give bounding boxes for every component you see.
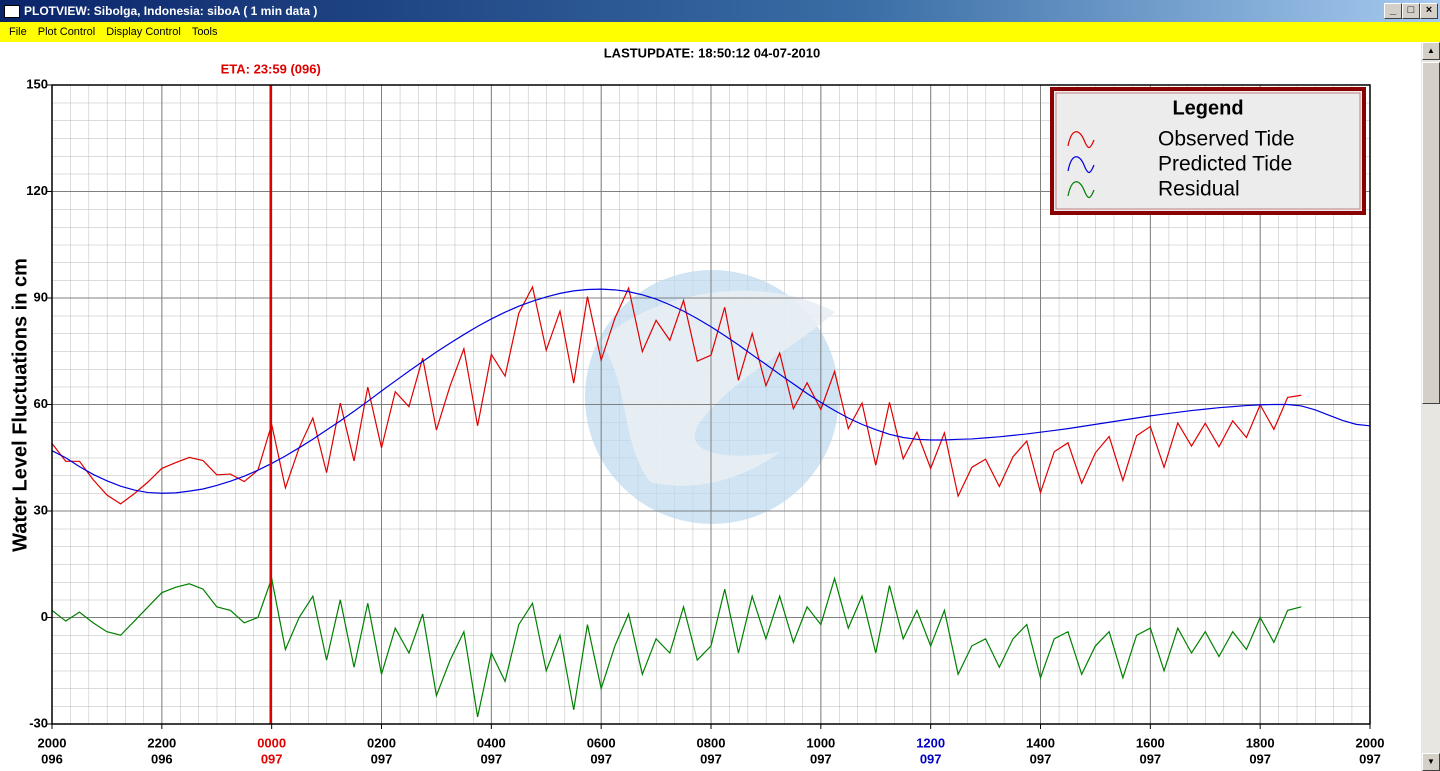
x-tick-label: 0400 bbox=[477, 735, 506, 750]
x-tick-sublabel: 097 bbox=[371, 751, 393, 766]
legend-swatch bbox=[1067, 131, 1095, 149]
menu-item[interactable]: File bbox=[9, 26, 27, 38]
x-tick-sublabel: 097 bbox=[1249, 751, 1271, 766]
maximize-button[interactable]: □ bbox=[1402, 3, 1420, 19]
scrollbar[interactable]: ▲ ▼ bbox=[1421, 42, 1440, 771]
x-tick-sublabel: 096 bbox=[41, 751, 63, 766]
x-tick-sublabel: 097 bbox=[480, 751, 502, 766]
series-line bbox=[52, 285, 1302, 505]
menu-item[interactable]: Tools bbox=[191, 26, 218, 38]
y-tick-label: 150 bbox=[26, 76, 48, 91]
window-icon bbox=[4, 5, 20, 18]
x-tick-sublabel: 097 bbox=[700, 751, 722, 766]
series-line bbox=[52, 576, 1302, 718]
y-axis-label: Water Level Fluctuations in cm bbox=[9, 258, 31, 552]
legend-box bbox=[1050, 87, 1366, 215]
x-tick-sublabel: 097 bbox=[590, 751, 612, 766]
x-tick-sublabel: 097 bbox=[261, 751, 283, 766]
plot-frame bbox=[51, 84, 1371, 725]
legend-label: Residual bbox=[1158, 178, 1240, 201]
window-title: PLOTVIEW: Sibolga, Indonesia: siboA ( 1 … bbox=[24, 4, 318, 18]
x-tick-label: 2000 bbox=[1356, 735, 1385, 750]
close-button[interactable]: × bbox=[1420, 3, 1438, 19]
chart: LASTUPDATE: 18:50:12 04-07-2010 Water Le… bbox=[9, 45, 1385, 766]
legend-title: Legend bbox=[1172, 97, 1243, 119]
x-tick-label: 0200 bbox=[367, 735, 396, 750]
scroll-thumb[interactable] bbox=[1422, 62, 1440, 404]
x-tick-sublabel: 096 bbox=[151, 751, 173, 766]
title-bar: PLOTVIEW: Sibolga, Indonesia: siboA ( 1 … bbox=[0, 0, 1440, 22]
x-tick-sublabel: 097 bbox=[920, 751, 942, 766]
menu-item[interactable]: Display Control bbox=[106, 26, 181, 38]
menu-item[interactable]: Plot Control bbox=[37, 26, 96, 38]
y-tick-label: 90 bbox=[34, 289, 48, 304]
x-tick-label: 0800 bbox=[697, 735, 726, 750]
legend-label: Observed Tide bbox=[1158, 128, 1295, 151]
x-tick-sublabel: 097 bbox=[1030, 751, 1052, 766]
scroll-down[interactable]: ▼ bbox=[1422, 753, 1440, 771]
x-tick-label: 0000 bbox=[257, 735, 286, 750]
y-tick-label: 120 bbox=[26, 183, 48, 198]
x-tick-label: 1000 bbox=[806, 735, 835, 750]
menu-bar: File Plot Control Display Control Tools bbox=[0, 22, 1440, 42]
x-tick-label: 2200 bbox=[147, 735, 176, 750]
y-tick-label: 30 bbox=[34, 502, 48, 517]
y-tick-label: 60 bbox=[34, 396, 48, 411]
x-tick-label: 1400 bbox=[1026, 735, 1055, 750]
minimize-button[interactable]: _ bbox=[1384, 3, 1402, 19]
legend-inner bbox=[1055, 92, 1361, 210]
x-tick-sublabel: 097 bbox=[810, 751, 832, 766]
y-tick-label: -30 bbox=[29, 715, 48, 730]
eta-label: ETA: 23:59 (096) bbox=[221, 61, 321, 76]
x-tick-label: 2000 bbox=[38, 735, 67, 750]
x-tick-sublabel: 097 bbox=[1139, 751, 1161, 766]
scroll-up[interactable]: ▲ bbox=[1422, 42, 1440, 60]
x-tick-label: 0600 bbox=[587, 735, 616, 750]
legend-label: Predicted Tide bbox=[1158, 153, 1292, 176]
watermark-bird bbox=[600, 290, 835, 486]
x-tick-label: 1600 bbox=[1136, 735, 1165, 750]
chart-title: LASTUPDATE: 18:50:12 04-07-2010 bbox=[604, 45, 821, 60]
x-tick-label: 1800 bbox=[1246, 735, 1275, 750]
x-tick-sublabel: 097 bbox=[1359, 751, 1381, 766]
x-tick-label: 1200 bbox=[916, 735, 945, 750]
legend-swatch bbox=[1067, 181, 1095, 199]
legend-swatch bbox=[1067, 156, 1095, 174]
y-tick-label: 0 bbox=[41, 609, 48, 624]
